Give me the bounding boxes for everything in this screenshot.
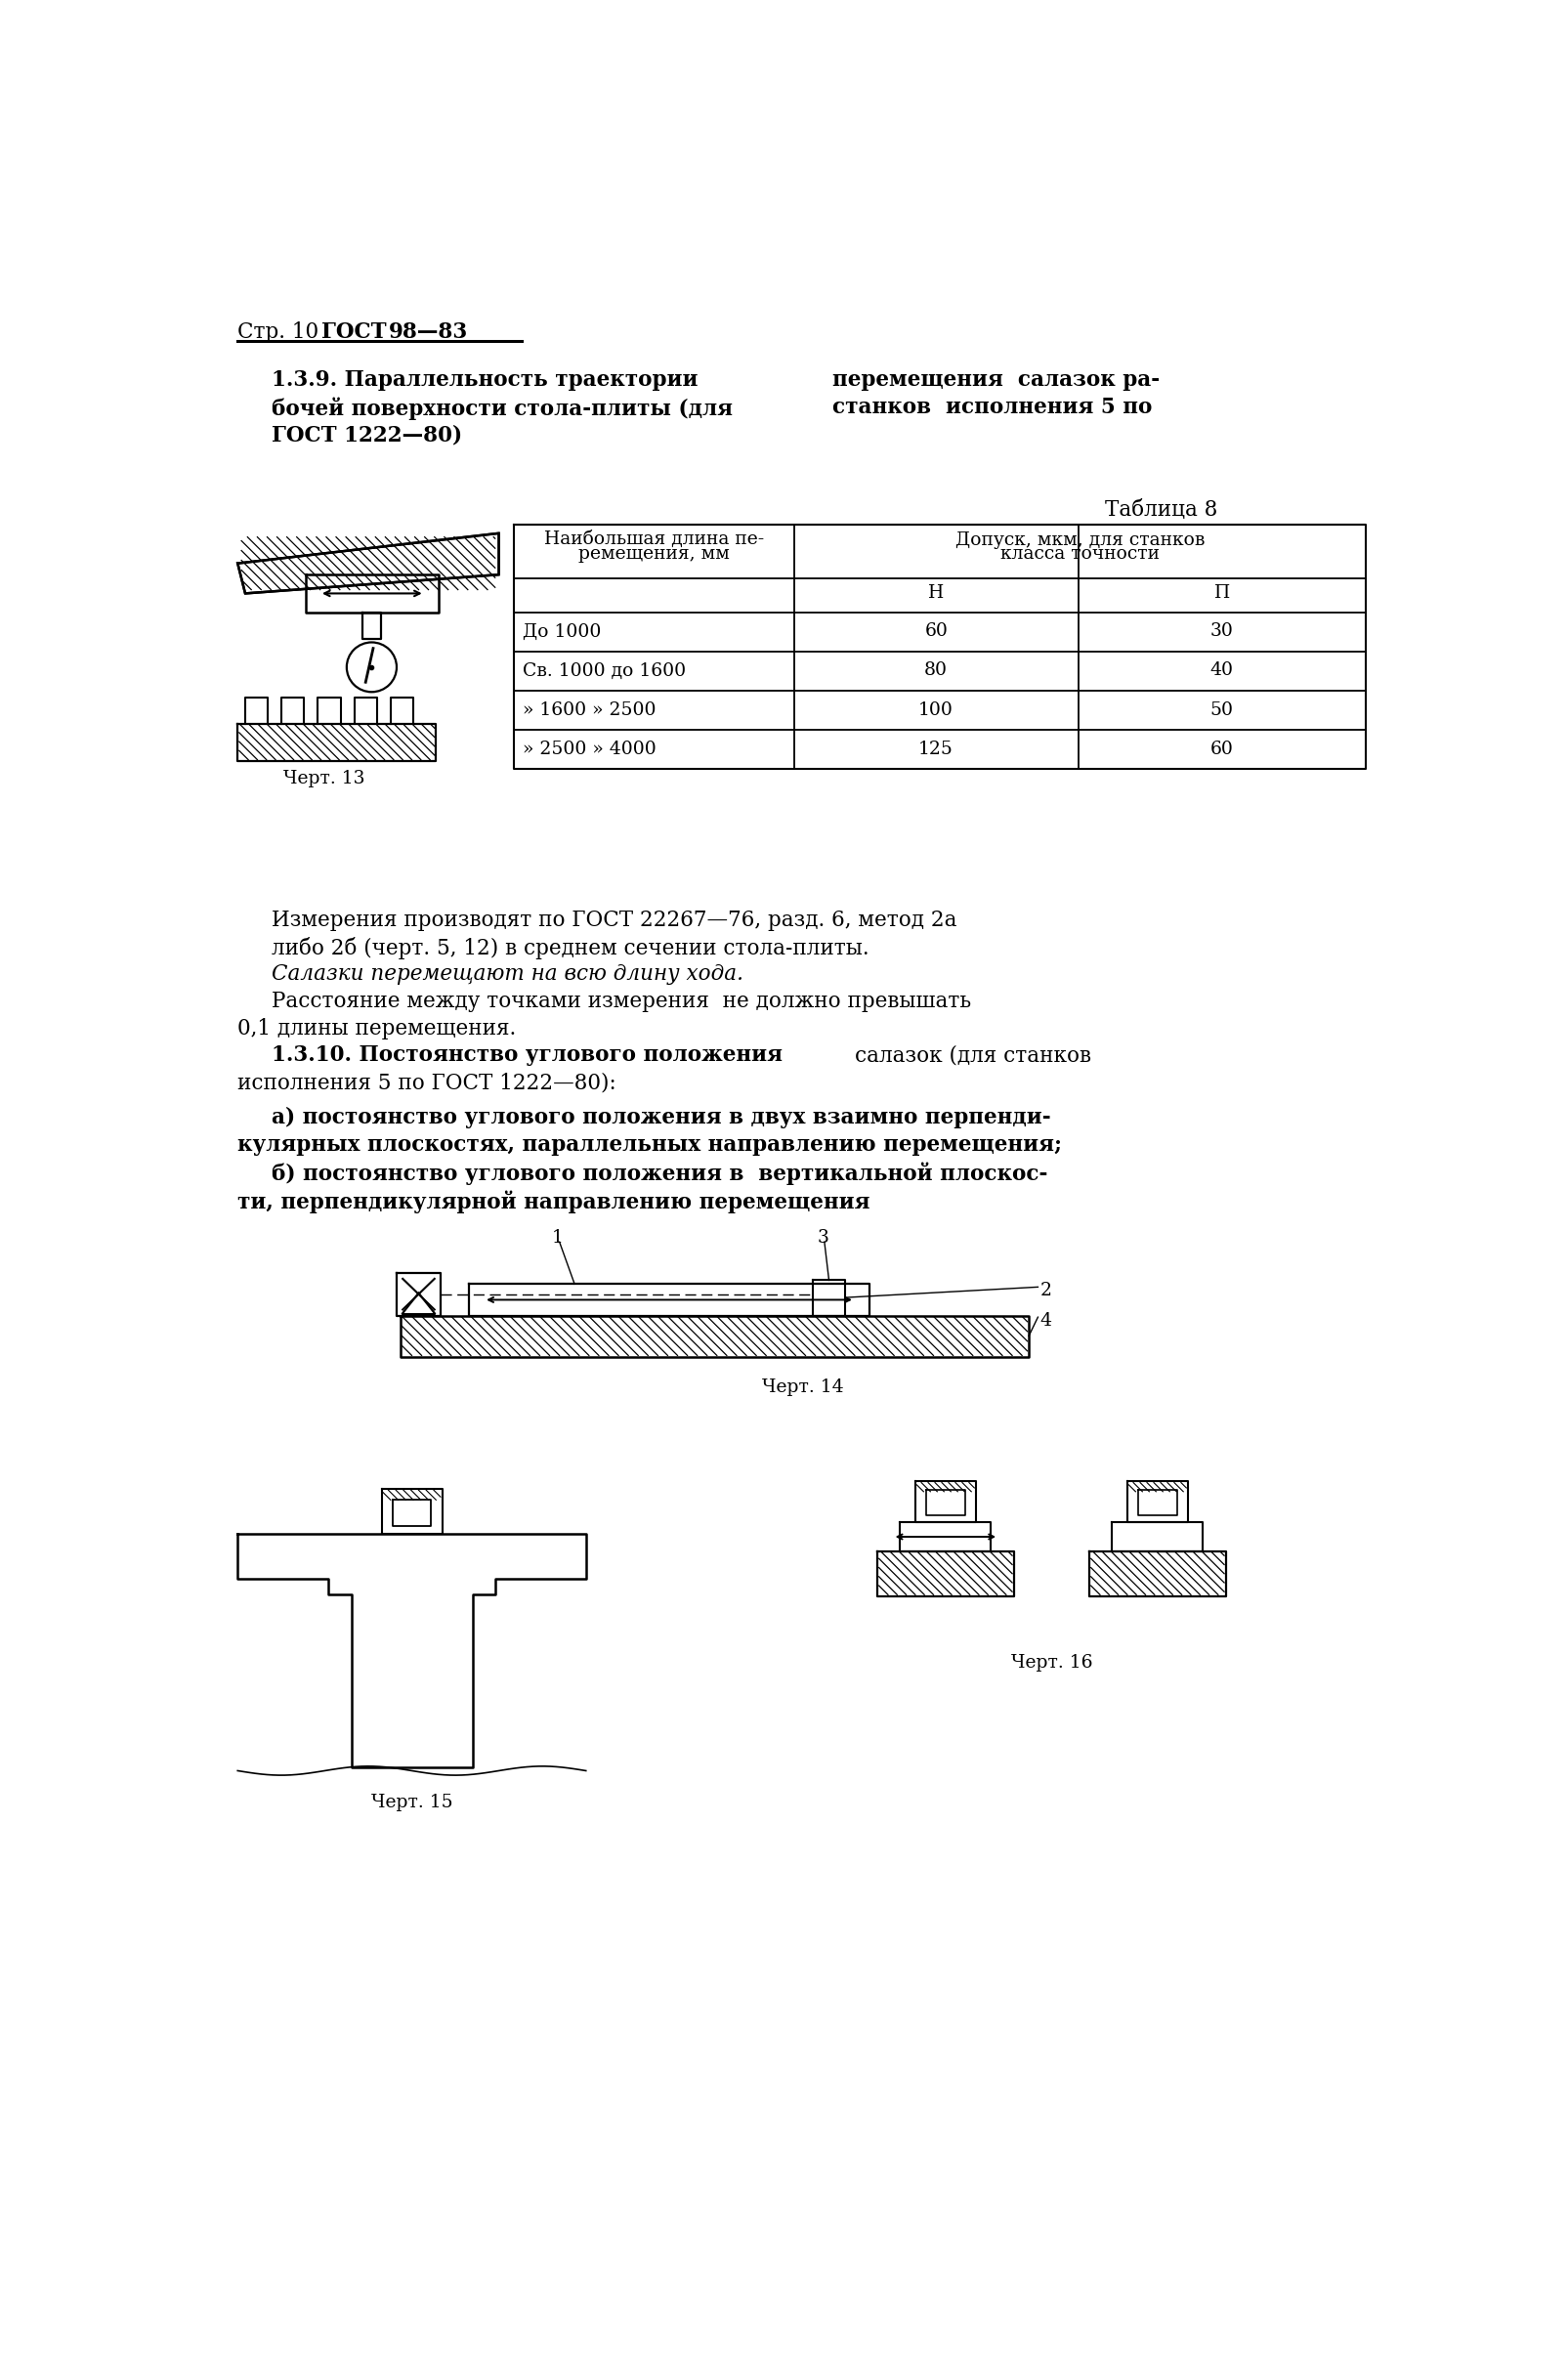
Text: 4: 4 — [1040, 1311, 1052, 1330]
Text: ГОСТ 1222—80): ГОСТ 1222—80) — [271, 425, 463, 446]
Text: » 2500 » 4000: » 2500 » 4000 — [524, 741, 657, 758]
Text: Наибольшая длина пе-: Наибольшая длина пе- — [544, 530, 764, 549]
Text: Черт. 13: Черт. 13 — [284, 770, 365, 788]
Text: До 1000: До 1000 — [524, 622, 602, 641]
Text: » 1600 » 2500: » 1600 » 2500 — [524, 701, 657, 720]
Text: исполнения 5 по ГОСТ 1222—80):: исполнения 5 по ГОСТ 1222—80): — [238, 1074, 616, 1095]
Text: Расстояние между точками измерения  не должно превышать: Расстояние между точками измерения не до… — [271, 990, 971, 1012]
Text: бочей поверхности стола-плиты (для: бочей поверхности стола-плиты (для — [271, 397, 732, 420]
Text: Черт. 15: Черт. 15 — [372, 1793, 453, 1810]
Text: перемещения  салазок ра-: перемещения салазок ра- — [833, 368, 1159, 392]
Text: станков  исполнения 5 по: станков исполнения 5 по — [833, 397, 1152, 418]
Text: 1: 1 — [552, 1230, 563, 1247]
Text: класса точности: класса точности — [1000, 546, 1160, 563]
Text: 30: 30 — [1210, 622, 1234, 641]
Polygon shape — [238, 534, 499, 594]
Text: 2: 2 — [1040, 1282, 1052, 1299]
Text: Салазки перемещают на всю длину хода.: Салазки перемещают на всю длину хода. — [271, 964, 743, 986]
Text: 80: 80 — [925, 663, 947, 679]
Text: 40: 40 — [1210, 663, 1234, 679]
Text: ремещения, мм: ремещения, мм — [579, 546, 729, 563]
Text: 3: 3 — [817, 1230, 828, 1247]
Text: Измерения производят по ГОСТ 22267—76, разд. 6, метод 2а: Измерения производят по ГОСТ 22267—76, р… — [271, 910, 956, 931]
Text: ГОСТ: ГОСТ — [321, 321, 386, 342]
Text: 100: 100 — [919, 701, 953, 720]
Text: 1.3.9. Параллельность траектории: 1.3.9. Параллельность траектории — [271, 368, 698, 392]
Text: кулярных плоскостях, параллельных направлению перемещения;: кулярных плоскостях, параллельных направ… — [238, 1135, 1062, 1157]
Text: Св. 1000 до 1600: Св. 1000 до 1600 — [524, 663, 687, 679]
Text: либо 2б (черт. 5, 12) в среднем сечении стола-плиты.: либо 2б (черт. 5, 12) в среднем сечении … — [271, 936, 869, 960]
Polygon shape — [401, 1292, 436, 1313]
Text: Черт. 14: Черт. 14 — [762, 1377, 844, 1396]
Text: 50: 50 — [1210, 701, 1234, 720]
Text: Допуск, мкм, для станков: Допуск, мкм, для станков — [955, 532, 1204, 549]
Text: П: П — [1214, 584, 1229, 601]
Text: Стр. 10: Стр. 10 — [238, 321, 318, 342]
Text: а) постоянство углового положения в двух взаимно перпенди-: а) постоянство углового положения в двух… — [271, 1107, 1051, 1128]
Text: Черт. 16: Черт. 16 — [1011, 1653, 1093, 1672]
Text: салазок (для станков: салазок (для станков — [855, 1045, 1091, 1066]
Text: ти, перпендикулярной направлению перемещения: ти, перпендикулярной направлению перемещ… — [238, 1190, 870, 1214]
Text: Н: Н — [928, 584, 944, 601]
Text: 60: 60 — [1210, 741, 1234, 758]
Text: Таблица 8: Таблица 8 — [1104, 499, 1217, 520]
Text: 1.3.10. Постоянство углового положения: 1.3.10. Постоянство углового положения — [271, 1045, 782, 1066]
Text: 0,1 длины перемещения.: 0,1 длины перемещения. — [238, 1019, 516, 1040]
Text: 98—83: 98—83 — [389, 321, 469, 342]
Text: 125: 125 — [919, 741, 953, 758]
Text: б) постоянство углового положения в  вертикальной плоскос-: б) постоянство углового положения в верт… — [271, 1161, 1047, 1185]
Text: 60: 60 — [925, 622, 947, 641]
